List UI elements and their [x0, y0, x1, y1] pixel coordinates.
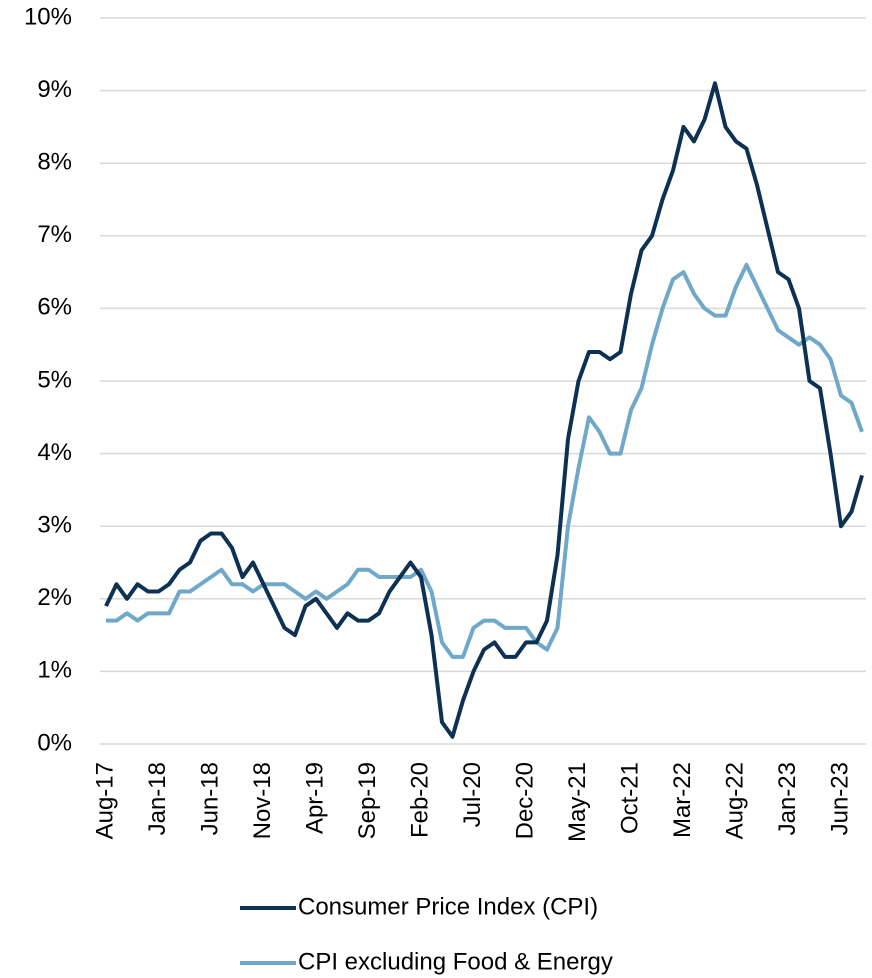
- x-tick-label: Jan-23: [774, 762, 801, 835]
- y-tick-label: 4%: [37, 439, 72, 466]
- x-tick-label: Jan-18: [144, 762, 171, 835]
- x-tick-label: Oct-21: [616, 762, 643, 834]
- x-tick-label: Jul-20: [459, 762, 486, 827]
- x-tick-label: Jun-18: [196, 762, 223, 835]
- y-tick-label: 2%: [37, 584, 72, 611]
- x-tick-label: May-21: [564, 762, 591, 842]
- line: [106, 262, 864, 659]
- y-tick-label: 10%: [24, 3, 72, 30]
- y-tick-label: 6%: [37, 294, 72, 321]
- y-tick-label: 8%: [37, 149, 72, 176]
- x-tick-label: Apr-19: [301, 762, 328, 834]
- y-tick-label: 5%: [37, 366, 72, 393]
- x-tick-label: Aug-17: [91, 762, 118, 839]
- line: [104, 81, 864, 739]
- x-tick-label: Dec-20: [511, 762, 538, 839]
- y-tick-label: 9%: [37, 76, 72, 103]
- y-tick-label: 1%: [37, 657, 72, 684]
- y-tick-label: 7%: [37, 221, 72, 248]
- legend-label: CPI excluding Food & Energy: [298, 948, 613, 975]
- x-tick-label: Feb-20: [406, 762, 433, 838]
- legend-label: Consumer Price Index (CPI): [298, 893, 598, 920]
- x-tick-label: Sep-19: [354, 762, 381, 839]
- x-tick-label: Mar-22: [669, 762, 696, 838]
- y-tick-label: 3%: [37, 512, 72, 539]
- x-tick-label: Nov-18: [249, 762, 276, 839]
- y-tick-label: 0%: [37, 729, 72, 756]
- x-tick-label: Jun-23: [826, 762, 853, 835]
- x-tick-label: Aug-22: [721, 762, 748, 839]
